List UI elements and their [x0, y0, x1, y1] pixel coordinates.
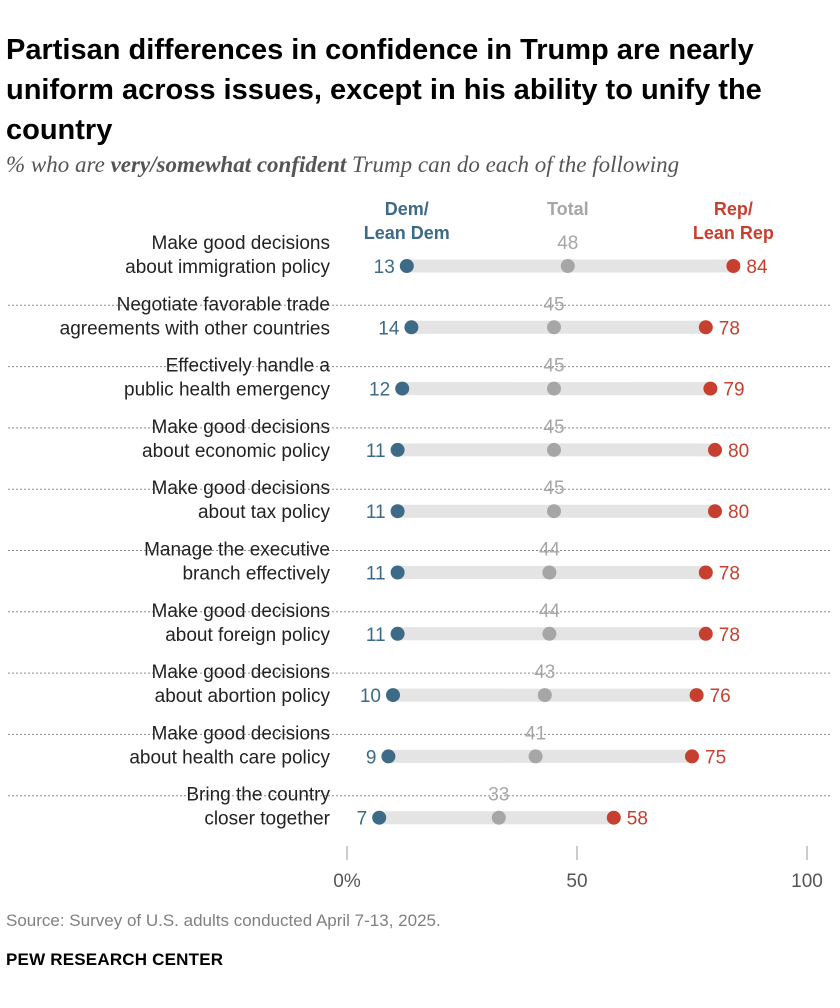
total-value-label: 45: [543, 478, 564, 499]
total-value-label: 45: [543, 417, 564, 438]
axis-tick-label: 0%: [333, 871, 361, 892]
rep-dot: [685, 749, 699, 764]
row-label: about abortion policy: [155, 686, 331, 707]
row-label: Make good decisions: [152, 417, 331, 438]
dem-value-label: 14: [378, 318, 400, 339]
dot-plot: Dem/Lean Dem Total Rep/Lean Rep Make good d…: [8, 199, 830, 892]
row-label: closer together: [204, 809, 330, 830]
rep-dot: [726, 259, 741, 273]
dem-value-label: 12: [369, 380, 390, 401]
axis-tick-label: 100: [791, 871, 823, 892]
rep-dot: [703, 381, 718, 396]
rep-value-label: 78: [719, 625, 740, 646]
dem-dot: [395, 381, 410, 396]
dem-value-label: 11: [366, 625, 386, 646]
legend-rep-label: Lean Rep: [693, 223, 774, 243]
total-dot: [547, 442, 561, 457]
rep-value-label: 76: [710, 686, 731, 707]
total-value-label: 43: [534, 662, 555, 683]
row-label: Effectively handle a: [166, 356, 331, 377]
legend-dem-label: Lean Dem: [364, 223, 450, 243]
legend-total-label: Total: [547, 199, 589, 219]
rep-dot: [698, 565, 713, 580]
rep-value-label: 80: [728, 441, 749, 462]
row-label: about foreign policy: [165, 625, 330, 646]
total-dot: [547, 381, 561, 396]
dem-value-label: 10: [360, 686, 381, 707]
total-value-label: 44: [539, 540, 561, 561]
total-dot: [528, 749, 543, 764]
row-label: public health emergency: [124, 380, 330, 401]
source-note: Source: Survey of U.S. adults conducted …: [6, 911, 441, 930]
total-value-label: 44: [539, 601, 561, 622]
total-value-label: 41: [525, 723, 546, 744]
legend-dem-label: Dem/: [385, 199, 429, 219]
rep-dot: [606, 810, 621, 825]
row-label: about economic policy: [142, 441, 330, 462]
rep-value-label: 78: [719, 564, 740, 585]
rep-value-label: 79: [723, 380, 744, 401]
dem-value-label: 11: [366, 502, 386, 523]
rep-value-label: 80: [728, 502, 749, 523]
subtitle-suffix: Trump can do each of the following: [346, 152, 680, 177]
total-value-label: 48: [557, 233, 578, 254]
total-dot: [547, 320, 561, 335]
dem-value-label: 11: [366, 441, 386, 462]
row-label: Make good decisions: [152, 601, 331, 622]
chart-subtitle: % who are very/somewhat confident Trump …: [6, 152, 836, 178]
total-dot: [542, 626, 557, 641]
dem-value-label: 7: [357, 809, 368, 830]
rep-value-label: 78: [719, 318, 740, 339]
dem-dot: [399, 259, 414, 273]
subtitle-emphasis: very/somewhat confident: [110, 152, 347, 177]
dem-value-label: 13: [374, 257, 395, 278]
row-label: Make good decisions: [152, 478, 331, 499]
dem-dot: [404, 320, 419, 335]
dem-dot: [390, 626, 405, 641]
dem-dot: [381, 749, 396, 764]
legend-rep-label: Rep/: [714, 199, 753, 219]
row-label: Negotiate favorable trade: [117, 294, 330, 315]
rep-dot: [698, 320, 713, 335]
dem-dot: [390, 504, 405, 519]
dem-dot: [390, 442, 405, 457]
subtitle-prefix: % who are: [6, 152, 111, 177]
total-dot: [491, 810, 506, 825]
total-value-label: 33: [488, 785, 509, 806]
row-label: Bring the country: [186, 785, 330, 806]
total-dot: [547, 504, 561, 519]
axis-tick-label: 50: [566, 871, 587, 892]
row-label: Make good decisions: [152, 233, 331, 254]
dem-dot: [372, 810, 387, 825]
row-label: branch effectively: [182, 564, 330, 585]
dem-value-label: 9: [366, 747, 377, 768]
rep-value-label: 75: [705, 747, 726, 768]
total-dot: [560, 259, 575, 273]
rep-value-label: 84: [746, 257, 768, 278]
row-label: about immigration policy: [125, 257, 330, 278]
dem-value-label: 11: [366, 564, 386, 585]
row-label: about tax policy: [198, 502, 331, 523]
rep-dot: [708, 504, 722, 519]
total-dot: [542, 565, 557, 580]
rep-dot: [689, 688, 704, 703]
rep-dot: [698, 626, 713, 641]
rep-value-label: 58: [627, 809, 648, 830]
brand-name: PEW RESEARCH CENTER: [6, 950, 224, 969]
total-value-label: 45: [543, 294, 564, 315]
row-label: agreements with other countries: [60, 318, 330, 339]
rep-dot: [708, 442, 722, 457]
row-label: about health care policy: [129, 747, 330, 768]
row-label: Make good decisions: [152, 723, 331, 744]
total-value-label: 45: [543, 356, 564, 377]
row-label: Manage the executive: [144, 540, 330, 561]
dem-dot: [386, 688, 400, 703]
row-label: Make good decisions: [152, 662, 331, 683]
total-dot: [537, 688, 552, 703]
chart-title: Partisan differences in confidence in Tr…: [6, 34, 762, 146]
dem-dot: [390, 565, 405, 580]
